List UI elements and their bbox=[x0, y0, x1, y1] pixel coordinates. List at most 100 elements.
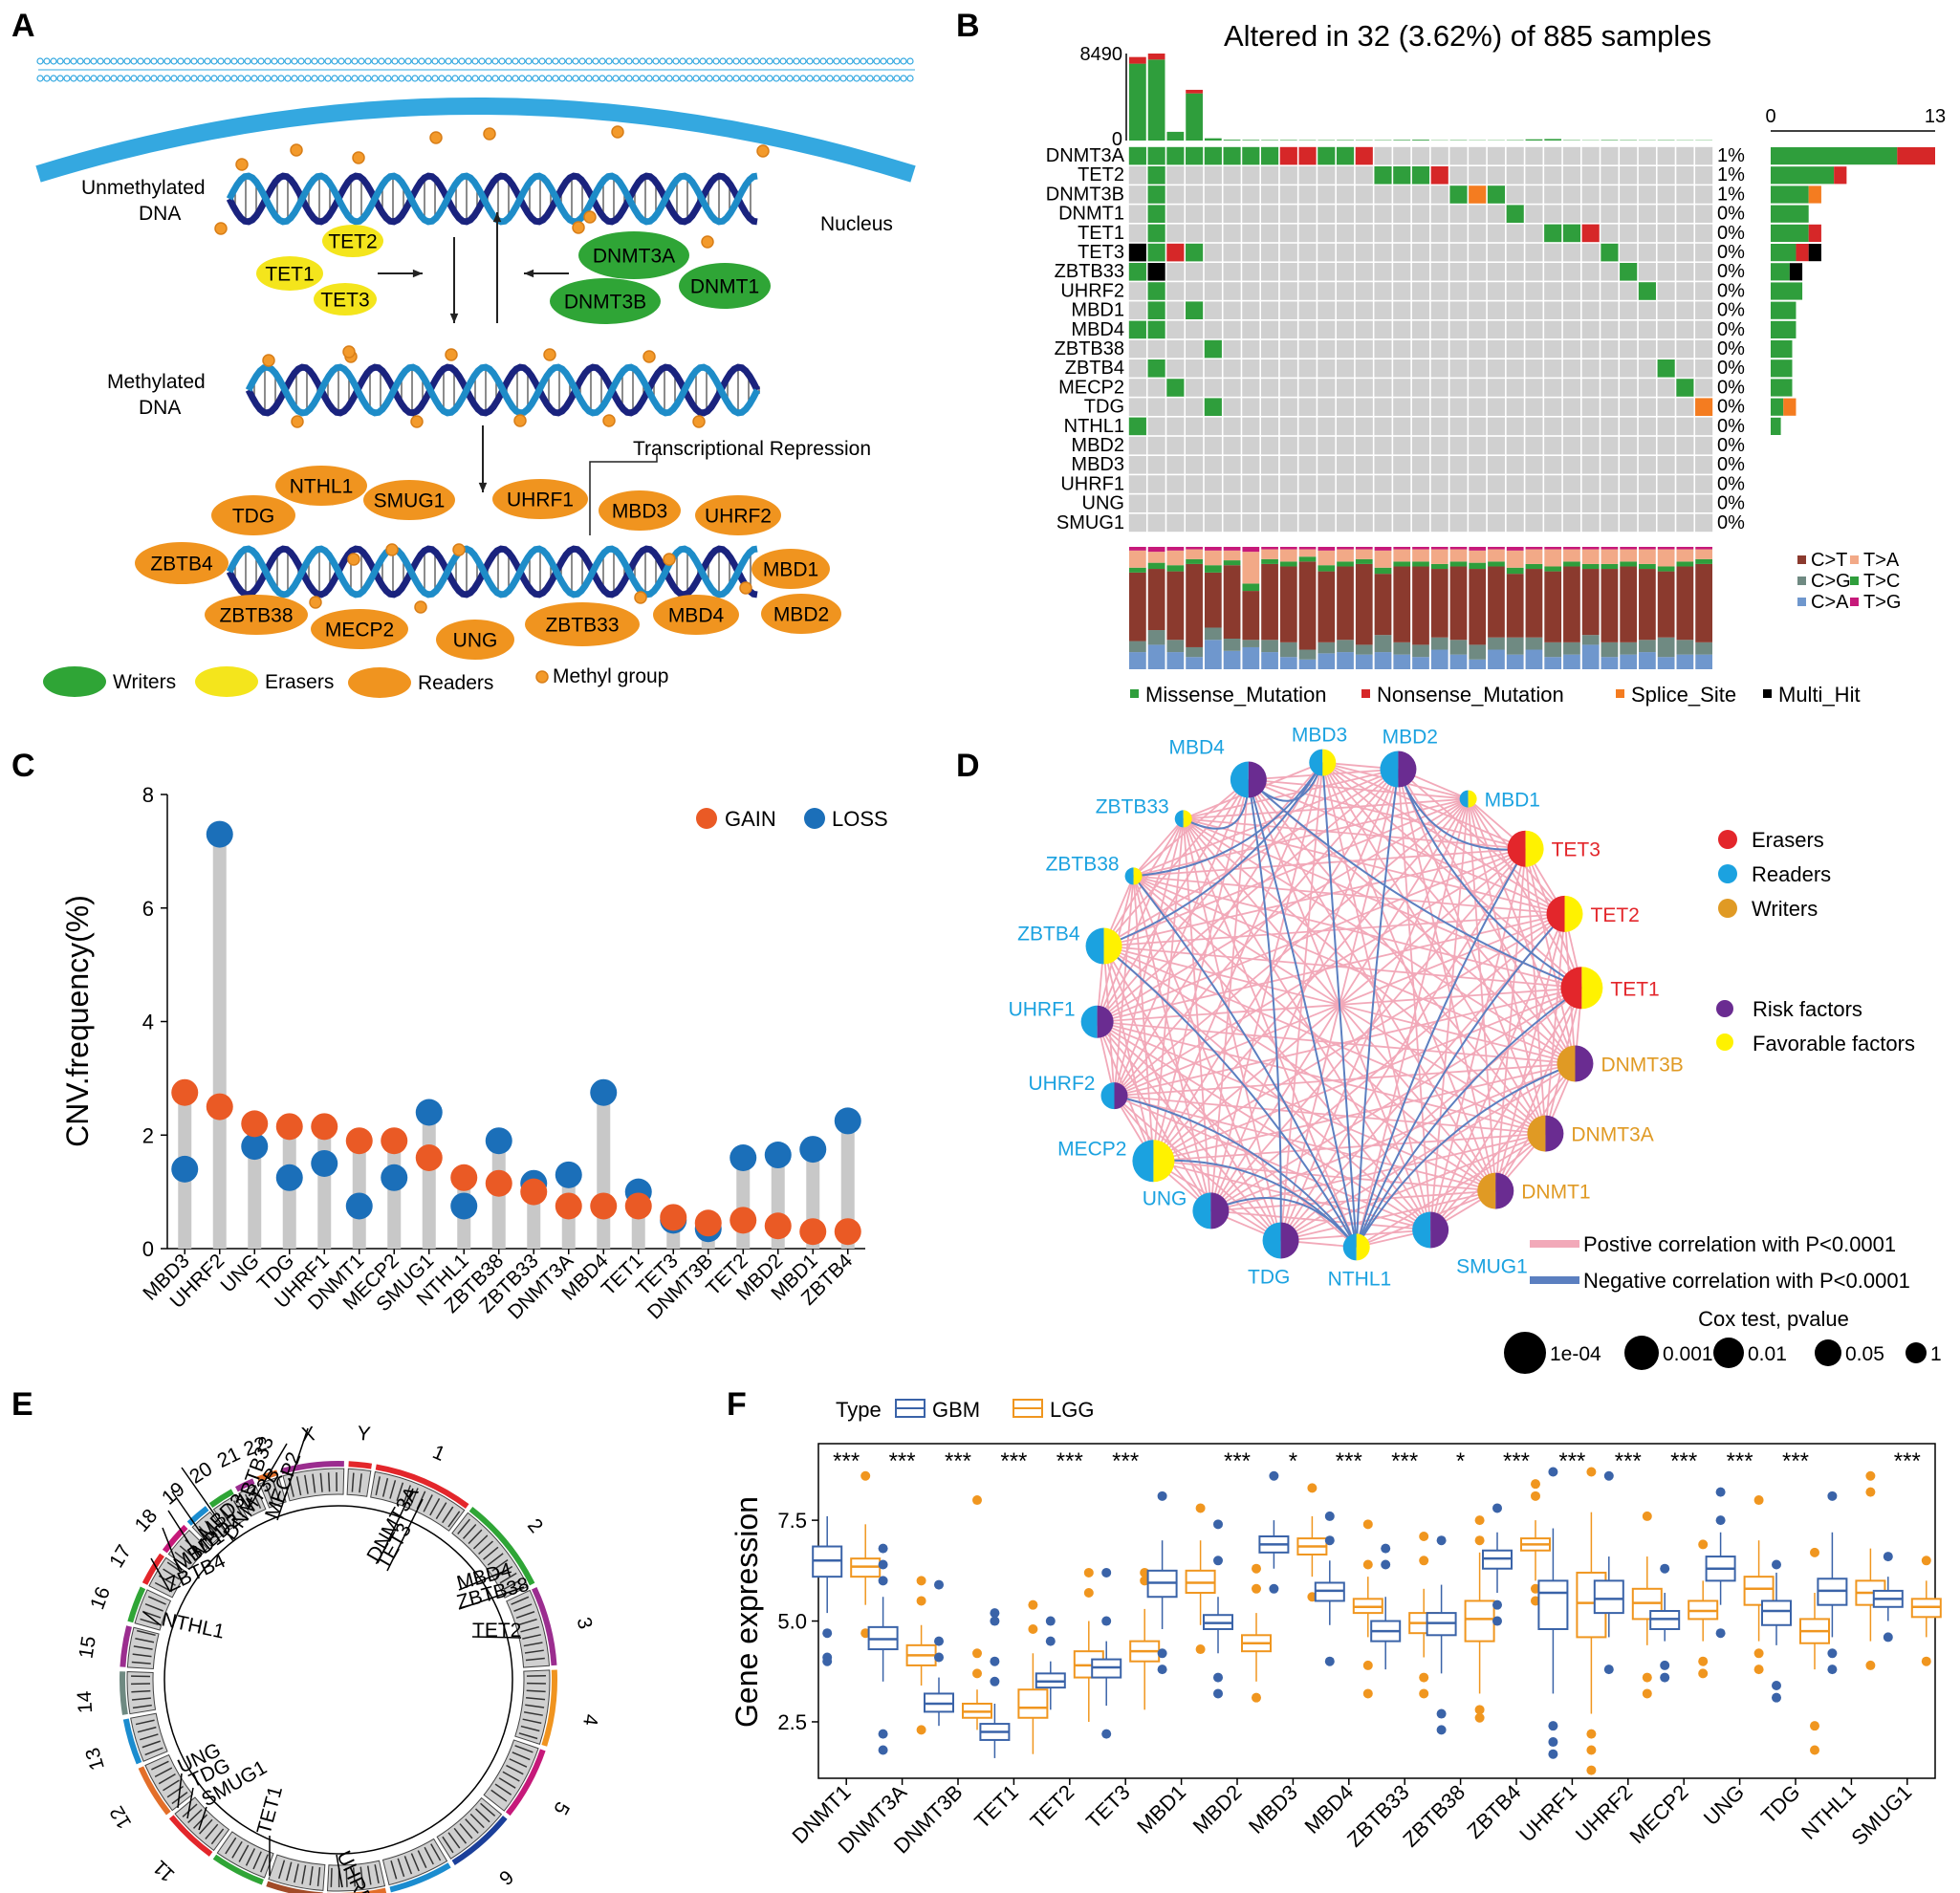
writer-dnmt1 bbox=[679, 263, 771, 309]
membrane-lipid bbox=[599, 75, 606, 82]
empty-cell bbox=[1186, 456, 1204, 474]
titv-segment bbox=[1620, 642, 1638, 655]
mutation-cell bbox=[1128, 146, 1146, 165]
membrane-lipid bbox=[438, 75, 446, 82]
empty-cell bbox=[1506, 456, 1524, 474]
titv-segment bbox=[1337, 549, 1354, 562]
empty-cell bbox=[1562, 282, 1581, 300]
box-outlier bbox=[934, 1636, 944, 1646]
methyl-group-icon bbox=[483, 127, 496, 141]
gene-link-line bbox=[167, 1510, 200, 1559]
x-tick-label: MBD2 bbox=[1188, 1780, 1247, 1839]
gain-point bbox=[241, 1110, 269, 1138]
gain-point bbox=[764, 1212, 792, 1240]
titv-segment bbox=[1186, 657, 1203, 669]
chromosome-outer-arc bbox=[122, 1718, 142, 1765]
empty-cell bbox=[1676, 513, 1694, 533]
methyl-group-icon bbox=[572, 221, 585, 234]
cox-size-dot bbox=[1504, 1332, 1546, 1374]
chromosome-band bbox=[252, 1851, 262, 1870]
node-label-ung: UNG bbox=[1143, 1187, 1187, 1209]
titv-legend-label: T>A bbox=[1863, 550, 1900, 571]
empty-cell bbox=[1204, 320, 1222, 339]
gene-bar-multi bbox=[1808, 244, 1821, 262]
empty-cell bbox=[1260, 263, 1279, 281]
chromosome-label: 20 bbox=[185, 1458, 216, 1489]
positive-edge bbox=[1096, 762, 1323, 1023]
chromosome-band bbox=[265, 1485, 274, 1504]
empty-cell bbox=[1336, 301, 1355, 319]
empty-cell bbox=[1318, 456, 1336, 474]
titv-segment bbox=[1449, 549, 1468, 562]
positive-edge bbox=[1097, 912, 1565, 1023]
tmb-bar-missense bbox=[1242, 140, 1260, 141]
unmethylated-dna-strand bbox=[226, 172, 758, 226]
gain-point bbox=[624, 1192, 652, 1220]
box-outlier bbox=[822, 1656, 833, 1666]
box-outlier bbox=[1213, 1519, 1223, 1530]
membrane-lipid bbox=[625, 57, 633, 65]
empty-cell bbox=[1657, 339, 1675, 359]
empty-cell bbox=[1638, 243, 1656, 262]
empty-cell bbox=[1620, 359, 1638, 378]
positive-edge bbox=[1210, 1062, 1576, 1212]
membrane-lipid bbox=[659, 75, 666, 82]
loss-point bbox=[799, 1136, 827, 1164]
membrane-lipid bbox=[465, 57, 472, 65]
empty-cell bbox=[1204, 263, 1222, 281]
empty-cell bbox=[1676, 320, 1694, 339]
x-tick-label: TET2 bbox=[1026, 1780, 1079, 1834]
positive-edge bbox=[1102, 817, 1185, 947]
gene-label-smug1: SMUG1 bbox=[1056, 512, 1124, 533]
titv-segment bbox=[1279, 549, 1297, 562]
membrane-lipid bbox=[257, 75, 265, 82]
membrane-lipid bbox=[491, 57, 499, 65]
membrane-lipid bbox=[712, 57, 720, 65]
chromosome-outer-arc bbox=[532, 1586, 557, 1666]
titv-segment bbox=[1261, 558, 1278, 564]
mutation-legend-swatch bbox=[1763, 689, 1772, 698]
x-tick-label: ZBTB4 bbox=[1462, 1780, 1525, 1843]
membrane-lipid bbox=[344, 75, 352, 82]
titv-segment bbox=[1639, 547, 1656, 550]
gene-label-tet2: TET2 bbox=[1078, 164, 1124, 185]
membrane-lipid bbox=[50, 57, 57, 65]
mutation-legend-label: Splice_Site bbox=[1631, 683, 1736, 707]
empty-cell bbox=[1298, 339, 1317, 359]
negative-edge bbox=[1133, 762, 1324, 878]
gene-bar-missense bbox=[1771, 301, 1797, 319]
x-tick-label: MECP2 bbox=[1624, 1780, 1692, 1848]
chromosome-band bbox=[526, 1689, 546, 1693]
titv-segment bbox=[1412, 547, 1429, 550]
titv-segment bbox=[1298, 659, 1317, 669]
empty-cell bbox=[1506, 339, 1524, 359]
membrane-lipid bbox=[538, 57, 546, 65]
chromosome-band bbox=[327, 1472, 331, 1492]
tmb-axis-max: 8490 bbox=[1080, 44, 1123, 65]
box-outlier bbox=[1492, 1599, 1502, 1610]
empty-cell bbox=[1336, 263, 1355, 281]
oncoplot-title: Altered in 32 (3.62%) of 885 samples bbox=[1224, 19, 1711, 53]
membrane-lipid bbox=[237, 57, 245, 65]
membrane-lipid bbox=[83, 75, 91, 82]
box-outlier bbox=[1921, 1556, 1931, 1566]
box-body bbox=[1464, 1599, 1495, 1643]
loss-point bbox=[485, 1127, 512, 1155]
titv-segment bbox=[1695, 547, 1712, 550]
reader-ung bbox=[436, 620, 514, 660]
empty-cell bbox=[1223, 263, 1241, 281]
titv-segment bbox=[1242, 646, 1260, 669]
chromosome-band bbox=[147, 1596, 166, 1605]
mutation-cell bbox=[1186, 243, 1204, 262]
empty-cell bbox=[1223, 456, 1241, 474]
membrane-lipid bbox=[505, 75, 512, 82]
empty-cell bbox=[1186, 166, 1204, 185]
box-outlier bbox=[916, 1725, 926, 1735]
empty-cell bbox=[1147, 339, 1165, 359]
titv-segment bbox=[1186, 563, 1203, 647]
gene-bar-missense bbox=[1771, 263, 1790, 281]
empty-cell bbox=[1166, 359, 1185, 378]
eraser-tet1-label: TET1 bbox=[265, 263, 314, 285]
gene-link-line bbox=[181, 1467, 234, 1542]
membrane-lipid bbox=[143, 57, 151, 65]
